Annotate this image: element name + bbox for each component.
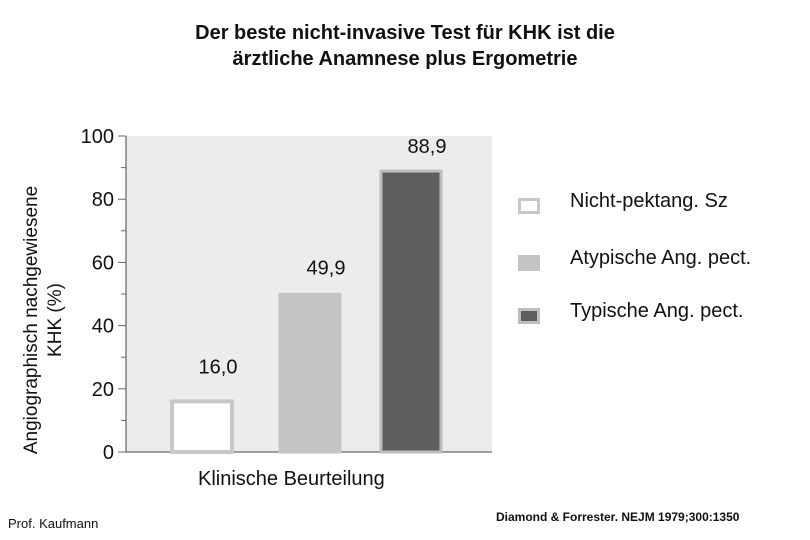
title-line-2: ärztliche Anamnese plus Ergometrie <box>232 48 578 70</box>
y-tick-label-80: 80 <box>92 189 114 211</box>
source-citation: Diamond & Forrester. NEJM 1979;300:1350 <box>496 510 740 524</box>
legend-swatch-atypische <box>518 255 540 271</box>
data-label-atypische-ang-pect: 49,9 <box>307 257 346 279</box>
y-tick-label-100: 100 <box>81 126 114 148</box>
y-tick-label-0: 0 <box>103 442 114 464</box>
chart-title: Der beste nicht-invasive Test für KHK is… <box>0 20 810 72</box>
legend-label-typische: Typische Ang. pect. <box>570 300 744 322</box>
y-tick-label-40: 40 <box>92 316 114 338</box>
legend-label-nicht-pektang: Nicht-pektang. Sz <box>570 190 728 212</box>
legend-label-atypische: Atypische Ang. pect. <box>570 247 752 269</box>
bar-nicht-pektang-sz <box>170 399 234 455</box>
author-credit: Prof. Kaufmann <box>8 516 99 531</box>
title-line-1: Der beste nicht-invasive Test für KHK is… <box>195 22 615 44</box>
y-tick-label-60: 60 <box>92 252 114 274</box>
data-label-nicht-pektang-sz: 16,0 <box>199 356 238 378</box>
legend-swatch-typische <box>518 308 540 324</box>
data-label-typische-ang-pect: 88,9 <box>408 136 447 158</box>
legend-swatch-nicht-pektang <box>518 198 540 214</box>
x-axis-label: Klinische Beurteilung <box>198 468 385 490</box>
bar-atypische-ang-pect <box>278 292 342 454</box>
y-tick-label-20: 20 <box>92 379 114 401</box>
bar-typische-ang-pect <box>379 169 443 454</box>
